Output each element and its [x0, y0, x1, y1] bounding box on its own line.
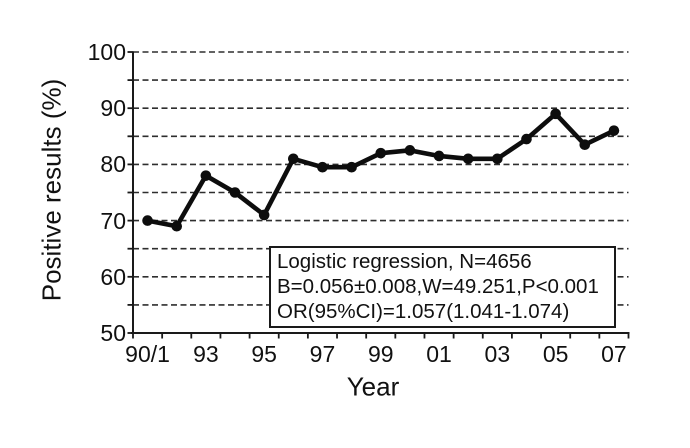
y-tick-label-90: 90: [100, 95, 126, 122]
x-axis-title: Year: [346, 371, 400, 402]
data-point-06: [579, 139, 591, 151]
x-tick-label-95: 95: [251, 341, 277, 367]
x-tick-label-05: 05: [542, 341, 569, 367]
data-point-04: [521, 133, 532, 145]
data-point-07: [608, 125, 620, 136]
data-point-95: [258, 209, 270, 221]
data-point-99: [375, 147, 387, 159]
data-point-96: [288, 153, 299, 165]
data-point-97: [317, 161, 328, 173]
y-tick-label-80: 80: [100, 151, 126, 178]
y-tick-label-100: 100: [87, 39, 126, 65]
annotation-box: Logistic regression, N=4656 B=0.056±0.00…: [269, 246, 616, 328]
x-tick-label-01: 01: [426, 341, 452, 367]
data-point-01: [433, 150, 445, 162]
x-tick-label-93: 93: [193, 341, 219, 367]
x-tick-label-03: 03: [484, 341, 511, 367]
x-tick-label-99: 99: [367, 341, 394, 367]
x-tick-label-07: 07: [601, 341, 627, 367]
data-point-90-1: [142, 215, 153, 226]
y-tick-label-60: 60: [100, 263, 126, 290]
data-point-93: [200, 170, 212, 181]
data-point-98: [346, 161, 357, 173]
data-point-03: [492, 153, 503, 165]
data-point-92: [171, 220, 183, 232]
data-point-00: [404, 145, 416, 156]
data-point-02: [462, 153, 474, 165]
y-tick-label-50: 50: [100, 320, 126, 346]
y-tick-label-70: 70: [100, 207, 126, 234]
annotation-line-regression: Logistic regression, N=4656: [277, 250, 532, 273]
data-point-94: [229, 187, 241, 198]
x-tick-label-90-1: 90/1: [125, 341, 170, 367]
x-tick-label-97: 97: [309, 341, 336, 367]
annotation-line-coefficients: B=0.056±0.008,W=49.251,P<0.001: [277, 275, 599, 298]
y-axis-title: Positive results (%): [36, 78, 67, 302]
annotation-line-odds-ratio: OR(95%CI)=1.057(1.041-1.074): [277, 300, 570, 323]
data-point-05: [550, 108, 561, 120]
data-line: [145, 111, 617, 229]
